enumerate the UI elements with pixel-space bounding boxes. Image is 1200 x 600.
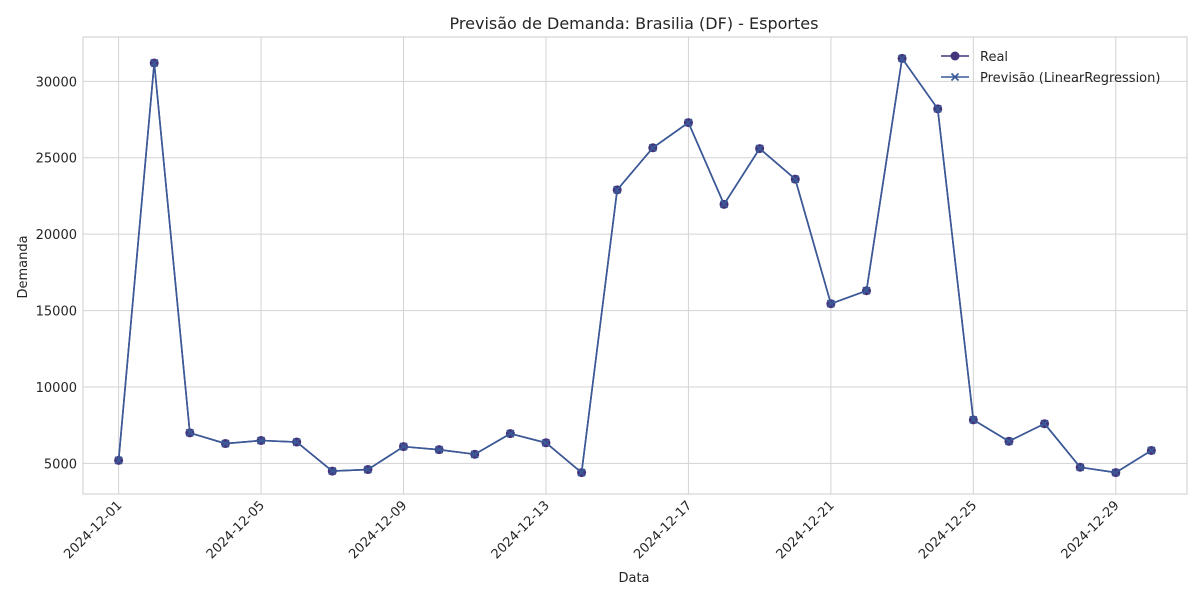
y-tick-label: 20000 [36, 228, 77, 243]
data-point-forecast [221, 439, 230, 448]
data-point-forecast [256, 436, 266, 445]
data-point-forecast [114, 456, 123, 465]
data-point-forecast [648, 143, 657, 152]
data-point-forecast [613, 185, 622, 194]
data-point-forecast [862, 286, 871, 295]
legend-label-real: Real [980, 50, 1008, 65]
data-point-forecast [292, 437, 301, 447]
data-point-forecast [363, 465, 372, 474]
data-point-forecast [826, 299, 835, 308]
data-point-forecast [1076, 463, 1085, 472]
data-point-forecast [1111, 468, 1120, 477]
legend: Real Previsão (LinearRegression) [941, 50, 1160, 86]
data-point-forecast [755, 144, 764, 153]
y-tick-label: 10000 [36, 381, 77, 396]
series-forecast [114, 54, 1156, 477]
legend-marker-real [950, 51, 960, 61]
y-tick-label: 5000 [44, 457, 77, 472]
data-point-forecast [791, 175, 800, 184]
y-tick-label: 30000 [36, 75, 77, 90]
legend-marker-forecast [950, 72, 960, 82]
data-point-forecast [898, 54, 907, 63]
plot-frame [82, 36, 1188, 495]
data-point-forecast [719, 200, 729, 209]
data-point-forecast [969, 415, 978, 424]
legend-label-forecast: Previsão (LinearRegression) [980, 71, 1160, 86]
x-axis-label: Data [618, 571, 649, 586]
data-point-forecast [470, 450, 479, 459]
plot-area [83, 37, 1187, 494]
data-point-forecast [577, 468, 586, 477]
data-point-forecast [684, 118, 693, 127]
data-point-forecast [399, 442, 408, 451]
data-point-forecast [1147, 446, 1156, 455]
grid-lines [83, 37, 1187, 494]
data-point-forecast [506, 429, 515, 438]
data-point-forecast [435, 445, 444, 454]
series-line [117, 57, 1152, 474]
data-point-forecast [1004, 437, 1014, 446]
series-layer [114, 53, 1156, 478]
legend-entry-real: Real [941, 50, 1008, 65]
data-point-forecast [1040, 419, 1049, 428]
data-point-forecast [328, 467, 337, 476]
y-tick-labels: 5000 10000 15000 20000 25000 30000 [36, 75, 77, 472]
y-tick-label: 25000 [36, 152, 77, 167]
y-axis-label: Demanda [16, 235, 31, 298]
data-point-forecast [150, 58, 159, 68]
data-point-forecast [185, 428, 194, 437]
chart-title: Previsão de Demanda: Brasilia (DF) - Esp… [450, 14, 819, 33]
data-point-forecast [933, 104, 942, 113]
y-tick-label: 15000 [36, 305, 77, 320]
data-point-forecast [541, 438, 551, 447]
legend-entry-forecast: Previsão (LinearRegression) [941, 71, 1160, 86]
